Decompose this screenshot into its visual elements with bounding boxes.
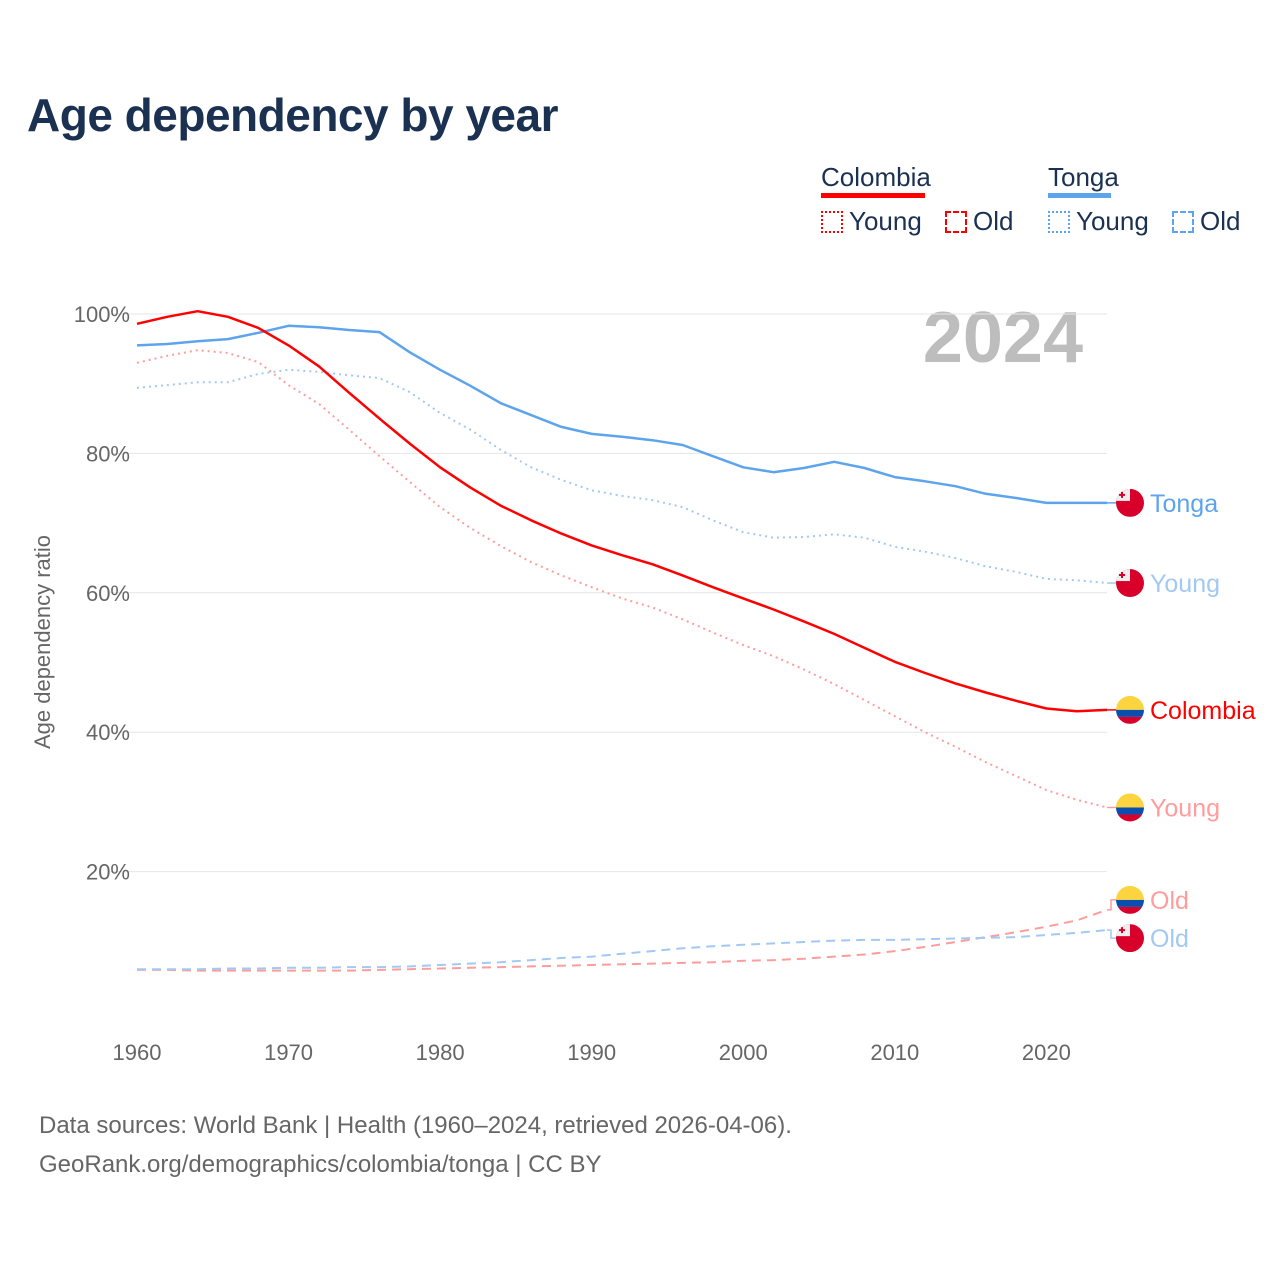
footer-sources: Data sources: World Bank | Health (1960–… (39, 1112, 792, 1139)
flag-cross (1119, 491, 1125, 498)
y-tick-label: 80% (86, 441, 130, 466)
footer-attribution: GeoRank.org/demographics/colombia/tonga … (39, 1151, 602, 1178)
y-tick-label: 100% (74, 302, 130, 327)
tonga-young-end-label: Young (1150, 570, 1220, 598)
colombia-young-line (136, 349, 1108, 809)
x-tick-label: 2020 (1022, 1040, 1071, 1065)
colombia-flag-icon (1116, 695, 1144, 724)
legend-tonga: Tonga Young Old (1048, 162, 1257, 240)
dotted-swatch-icon (1048, 210, 1070, 233)
y-axis-label: Age dependency ratio (30, 535, 55, 749)
flag-stripe-blue (1116, 899, 1144, 907)
legend-label: Old (973, 206, 1014, 236)
flag-cross (1119, 927, 1125, 934)
x-tick-label: 1980 (416, 1040, 465, 1065)
colombia-young-end-label: Young (1150, 794, 1220, 822)
flag-stripe-blue (1116, 807, 1144, 815)
legend-tonga-old: Old (1172, 206, 1241, 237)
flag-stripe-yellow (1116, 695, 1144, 710)
tonga-flag-icon (1116, 569, 1144, 598)
flag-body (1116, 885, 1144, 914)
legend-label: Young (849, 206, 922, 236)
dashed-swatch-icon (945, 210, 968, 233)
x-tick-label: 2010 (870, 1040, 919, 1065)
legend-colombia: Colombia Young Old (821, 162, 1030, 240)
footer: Data sources: World Bank | Health (1960–… (39, 1106, 792, 1184)
flag-body (1116, 793, 1144, 822)
dotted-swatch-icon (821, 210, 843, 233)
legend-tonga-label: Tonga (1048, 162, 1119, 198)
tonga-young-line (136, 368, 1108, 584)
tonga-flag-icon (1116, 924, 1144, 953)
tonga-flag-icon (1116, 488, 1144, 517)
chart-area: 2024 Age dependency ratio 20% 40% 60% 80% 10… (30, 298, 1256, 1065)
dashed-swatch-icon (1172, 210, 1195, 233)
year-watermark: 2024 (923, 298, 1083, 378)
y-tick-label: 60% (86, 581, 130, 606)
flag-stripe-red (1116, 716, 1144, 724)
colombia-old-end-label: Old (1150, 887, 1189, 915)
tonga-end-label: Tonga (1150, 490, 1218, 518)
legend-label: Young (1076, 206, 1149, 236)
colombia-line (136, 309, 1108, 713)
chart-title: Age dependency by year (27, 89, 558, 141)
flag-stripe-blue (1116, 709, 1144, 717)
legend-colombia-old: Old (945, 206, 1014, 237)
legend-tonga-young: Young (1048, 206, 1149, 237)
x-tick-label: 1970 (264, 1040, 313, 1065)
y-tick-label: 20% (86, 860, 130, 885)
tonga-old-end-label: Old (1150, 925, 1189, 953)
flag-stripe-yellow (1116, 793, 1144, 808)
flag-body (1116, 569, 1144, 598)
flag-body (1116, 488, 1144, 517)
flag-cross (1119, 572, 1125, 579)
tonga-old-line (137, 929, 1108, 971)
y-tick-label: 40% (86, 720, 130, 745)
flag-stripe-yellow (1116, 885, 1144, 900)
connector-line (1107, 899, 1118, 911)
tonga-line (136, 324, 1107, 505)
connector-line (1107, 929, 1118, 939)
flag-body (1116, 924, 1144, 953)
legend-colombia-young: Young (821, 206, 922, 237)
colombia-old-line (137, 908, 1108, 972)
legend-colombia-label: Colombia (821, 162, 931, 198)
flag-body (1116, 695, 1144, 724)
flag-stripe-red (1116, 906, 1144, 914)
legend-label: Old (1200, 206, 1241, 236)
x-tick-label: 1990 (567, 1040, 616, 1065)
colombia-flag-icon (1116, 793, 1144, 822)
colombia-flag-icon (1116, 885, 1144, 914)
flag-stripe-red (1116, 814, 1144, 822)
x-tick-label: 2000 (719, 1040, 768, 1065)
x-tick-label: 1960 (113, 1040, 162, 1065)
colombia-end-label: Colombia (1150, 697, 1256, 725)
